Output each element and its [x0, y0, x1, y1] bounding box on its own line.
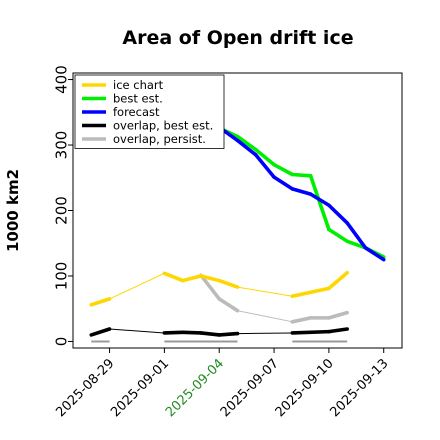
x-tick-label: 2025-09-01 — [108, 356, 172, 420]
legend-label: best est. — [113, 92, 163, 106]
series-segment — [308, 192, 331, 208]
series-segment — [180, 330, 203, 335]
series-segment — [253, 153, 276, 179]
legend-label: overlap, persist. — [113, 132, 206, 146]
series-segment — [89, 327, 112, 337]
series-segment — [199, 331, 222, 337]
x-tick-label: 2025-09-04 — [163, 356, 227, 420]
series-segment — [272, 175, 295, 191]
series-segment — [290, 187, 313, 196]
series-segment — [162, 330, 185, 335]
series-segment — [327, 270, 349, 291]
series-segment — [327, 327, 349, 334]
series-segment — [235, 134, 258, 152]
series-segment — [235, 138, 258, 157]
series-segment — [308, 173, 331, 232]
y-tick-label: 200 — [52, 196, 70, 225]
series-segment — [199, 274, 222, 283]
series-segment — [217, 297, 240, 313]
series-overlap-best-est- — [89, 327, 349, 337]
series-segment — [290, 286, 331, 299]
series-overlap-persist- — [199, 273, 349, 324]
series-ice-chart — [89, 270, 349, 307]
y-tick-label: 0 — [52, 337, 70, 347]
series-forecast — [217, 125, 386, 262]
series-segment — [363, 246, 386, 262]
series-segment — [109, 272, 165, 300]
series-segment — [109, 328, 165, 334]
y-tick-label: 400 — [52, 65, 70, 94]
series-segment — [199, 273, 222, 301]
chart-title: Area of Open drift ice — [122, 27, 353, 49]
y-axis-label: 1000 km2 — [4, 169, 22, 252]
series-segment — [327, 227, 349, 244]
series-segment — [345, 239, 368, 250]
legend-label: forecast — [113, 105, 160, 119]
y-axis-ticks: 0 100 200 300 400 — [52, 65, 73, 346]
series-segment — [290, 329, 331, 335]
x-tick-label: 2025-08-29 — [53, 356, 117, 420]
series-segment — [89, 297, 112, 307]
series-segment — [290, 316, 313, 324]
series-segment — [237, 332, 293, 335]
series-segment — [272, 162, 295, 177]
series-segment — [327, 203, 349, 225]
legend-label: ice chart — [113, 78, 164, 92]
series-segment — [180, 274, 203, 283]
series-segment — [237, 310, 293, 323]
series-segment — [345, 221, 368, 250]
x-tick-label: 2025-09-07 — [218, 356, 282, 420]
series-layer — [89, 125, 386, 337]
x-tick-label: 2025-09-10 — [273, 356, 337, 420]
legend-label: overlap, best est. — [113, 119, 213, 133]
series-segment — [327, 310, 349, 320]
series-segment — [237, 286, 293, 297]
y-tick-label: 300 — [52, 131, 70, 160]
series-segment — [290, 172, 313, 178]
x-tick-label: 2025-09-13 — [328, 356, 392, 420]
x-axis-ticks: 2025-08-292025-09-012025-09-042025-09-07… — [53, 348, 392, 420]
series-segment — [253, 147, 276, 167]
y-tick-label: 100 — [52, 262, 70, 291]
series-segment — [217, 331, 240, 337]
series-segment — [162, 271, 185, 283]
series-segment — [217, 278, 240, 289]
